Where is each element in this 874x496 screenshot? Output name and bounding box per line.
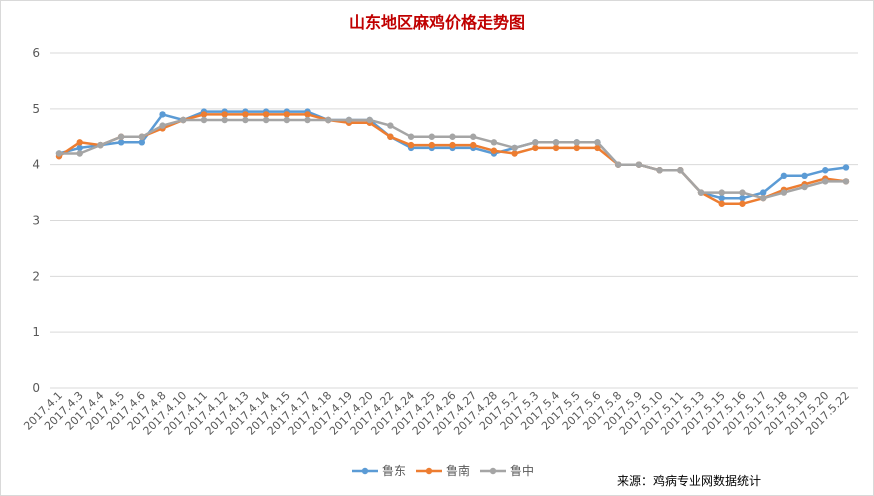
data-point (718, 189, 725, 196)
legend-item-2: 鲁南 (416, 463, 470, 478)
data-point (242, 116, 249, 124)
data-point (449, 141, 456, 149)
data-point (304, 116, 311, 124)
data-point (221, 116, 228, 124)
data-point (822, 167, 829, 174)
data-point (117, 133, 125, 140)
source-note: 来源：鸡病专业网数据统计 (617, 473, 761, 488)
data-point (780, 189, 788, 196)
data-point (387, 122, 394, 129)
data-point (221, 111, 228, 118)
data-point (345, 116, 353, 124)
data-point (490, 139, 498, 146)
y-tick-label: 2 (32, 269, 40, 283)
y-tick-label: 5 (32, 102, 40, 116)
data-point (656, 167, 663, 174)
data-point (200, 111, 208, 118)
data-point (718, 200, 725, 207)
data-point (842, 164, 850, 171)
data-point (801, 183, 808, 191)
data-point (739, 194, 746, 202)
data-point (262, 111, 270, 118)
data-point (76, 139, 83, 146)
legend-label: 鲁南 (446, 463, 470, 478)
data-point (759, 194, 767, 202)
data-point (180, 116, 187, 124)
gridlines (50, 52, 858, 389)
data-point (801, 172, 808, 180)
legend-marker (489, 467, 497, 475)
legend: 鲁东 鲁南 鲁中 (352, 463, 534, 478)
legend-marker (361, 467, 369, 475)
data-point (283, 116, 291, 124)
y-tick-label: 0 (32, 381, 40, 395)
data-point (573, 139, 580, 146)
legend-label: 鲁中 (510, 463, 534, 478)
data-point (511, 150, 518, 157)
data-point (138, 139, 146, 146)
data-point (366, 116, 373, 124)
data-point (159, 122, 166, 129)
data-point (138, 133, 146, 140)
data-point (200, 116, 208, 124)
data-point (552, 139, 560, 146)
data-point (511, 144, 518, 152)
data-point (697, 189, 705, 196)
data-point (449, 133, 456, 140)
data-point (325, 116, 332, 124)
data-point (780, 172, 788, 180)
data-point (76, 150, 83, 157)
data-point (614, 161, 622, 168)
data-point (304, 111, 311, 118)
data-point (470, 141, 477, 149)
data-point (532, 144, 539, 152)
data-point (97, 141, 104, 149)
data-point (283, 111, 291, 118)
data-point (718, 194, 725, 202)
data-point (117, 139, 125, 146)
data-point (759, 189, 767, 196)
legend-label: 鲁东 (382, 464, 406, 478)
data-point (407, 133, 415, 140)
y-tick-label: 6 (32, 46, 40, 60)
data-point (635, 161, 643, 168)
data-point (407, 141, 415, 149)
data-point (470, 133, 477, 140)
data-point (428, 133, 435, 140)
data-point (76, 144, 83, 152)
data-point (428, 141, 435, 149)
data-point (532, 139, 539, 146)
legend-item-1: 鲁东 (352, 464, 406, 478)
data-point (594, 139, 601, 146)
data-point (822, 178, 829, 185)
data-point (739, 200, 746, 207)
data-point (387, 133, 394, 140)
data-point (262, 116, 270, 124)
y-tick-label: 3 (32, 214, 40, 228)
data-point (242, 111, 249, 118)
data-point (573, 144, 580, 152)
data-point (739, 189, 746, 196)
series-group (55, 108, 850, 207)
y-axis-ticks: 0 1 2 3 4 5 6 (32, 46, 40, 395)
data-point (842, 178, 850, 185)
data-point (677, 167, 684, 174)
data-point (552, 144, 560, 152)
legend-marker (425, 467, 433, 475)
data-point (159, 111, 166, 118)
data-point (490, 147, 498, 154)
series-3 (55, 116, 850, 202)
y-tick-label: 1 (32, 325, 40, 339)
data-point (594, 144, 601, 152)
data-point (55, 150, 63, 157)
y-tick-label: 4 (32, 158, 40, 172)
chart-title: 山东地区麻鸡价格走势图 (349, 13, 525, 32)
legend-item-3: 鲁中 (480, 463, 534, 478)
